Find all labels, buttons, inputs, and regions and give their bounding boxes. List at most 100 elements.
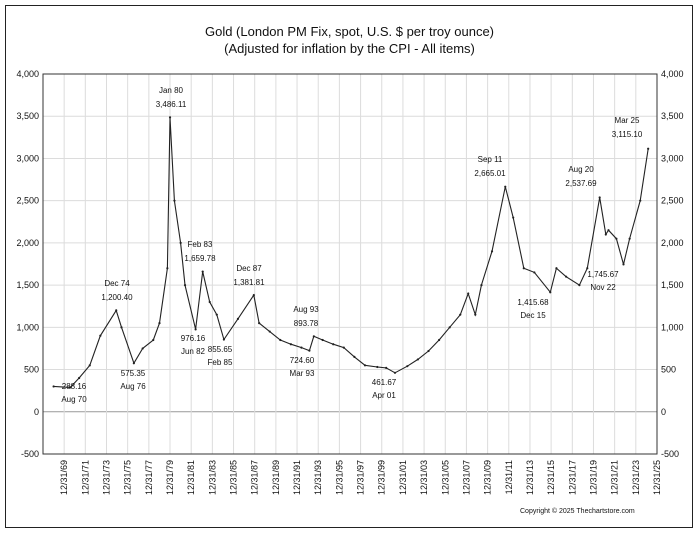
x-tick-label: 12/31/85 [229,460,239,495]
y-tick-label-right: 2,000 [661,238,684,248]
data-point [308,349,311,352]
data-point [393,371,397,374]
annotation-date: Dec 87 [236,264,262,273]
annotation-date: Aug 70 [61,395,87,404]
x-tick-label: 12/31/71 [80,460,90,495]
data-point [467,292,470,295]
annotation-date: Apr 01 [372,391,396,400]
data-point [168,116,172,119]
data-point [490,250,494,253]
data-point [376,365,379,369]
y-tick-label-right: 3,000 [661,153,684,163]
data-point [152,338,155,342]
data-point [615,237,618,240]
data-point [647,147,650,150]
data-point [166,267,169,270]
x-tick-label: 12/31/01 [398,460,408,495]
y-tick-label-right: 500 [661,365,676,375]
annotation-date: Mar 93 [290,369,315,378]
data-point [406,365,409,368]
y-tick-label-right: 2,500 [661,196,684,206]
y-tick-label-right: 4,000 [661,69,684,79]
y-tick-label-right: 1,000 [661,322,684,332]
x-tick-label: 12/31/89 [271,460,281,495]
data-point [598,196,601,199]
y-tick-label-right: 3,500 [661,111,684,121]
data-point [289,343,292,346]
y-tick-label-left: 500 [24,365,39,375]
x-tick-label: 12/31/83 [207,460,217,495]
annotation-date: Feb 85 [208,358,233,367]
data-point [52,385,55,388]
annotation-value: 893.78 [294,319,319,328]
x-tick-label: 12/31/05 [440,460,450,495]
annotation-value: 976.16 [181,334,206,343]
annotation-value: 1,200.40 [101,293,133,302]
x-tick-label: 12/31/19 [588,460,598,495]
data-point [222,338,225,341]
x-tick-label: 12/31/79 [165,460,175,495]
data-point [622,263,625,266]
annotation-date: Aug 76 [120,382,146,391]
data-point [555,267,558,270]
y-tick-label-left: 1,000 [16,322,39,332]
data-point [639,199,642,202]
data-point [69,386,72,389]
y-tick-label-left: 3,000 [16,153,39,163]
x-tick-label: 12/31/11 [504,460,514,494]
data-point [78,376,81,380]
annotation-value: 2,537.69 [565,179,597,188]
annotation-date: Jun 82 [181,347,206,356]
data-point [252,293,255,297]
annotation-date: Feb 83 [188,240,213,249]
y-tick-label-left: -500 [21,449,39,459]
data-point [183,284,187,287]
data-point [522,267,525,270]
annotation-value: 2,665.01 [474,169,506,178]
y-tick-label-right: -500 [661,449,679,459]
annotation-date: Aug 20 [568,165,594,174]
x-tick-label: 12/31/23 [631,460,641,495]
data-point [99,334,102,337]
y-tick-label-right: 0 [661,407,666,417]
x-tick-label: 12/31/99 [377,460,387,495]
data-point [115,309,118,312]
data-point [120,326,123,329]
annotation-value: 3,486.11 [156,100,187,109]
data-point [279,338,282,342]
x-tick-label: 12/31/93 [313,460,323,495]
data-point [258,322,261,325]
annotation-value: 855.65 [208,345,233,354]
y-tick-label-left: 2,500 [16,196,39,206]
data-point [533,271,536,274]
annotation-value: 288.16 [62,382,87,391]
annotation-value: 3,115.10 [612,130,643,139]
y-tick-label-left: 1,500 [16,280,39,290]
data-point [427,349,430,353]
data-point [342,346,345,349]
data-point [363,364,367,367]
x-tick-label: 12/31/09 [483,460,493,495]
annotation-value: 461.67 [372,378,397,387]
x-tick-label: 12/31/15 [546,460,556,495]
data-point [158,322,161,325]
chart-frame [5,5,693,528]
annotation-value: 1,659.78 [184,254,216,263]
data-point [385,366,388,369]
data-point [504,185,507,188]
x-tick-label: 12/31/25 [652,460,662,495]
data-point [201,270,204,273]
plot-area-border [42,73,658,455]
data-point [437,338,441,342]
data-point [208,300,211,304]
y-tick-label-right: 1,500 [661,280,684,290]
annotation-value: 575.35 [121,369,146,378]
data-point [332,343,335,346]
x-tick-label: 12/31/07 [461,460,471,495]
annotation-value: 1,415.68 [517,298,549,307]
data-point [586,267,589,270]
x-tick-label: 12/31/77 [144,460,154,495]
data-point [300,346,303,349]
y-tick-label-left: 4,000 [16,69,39,79]
